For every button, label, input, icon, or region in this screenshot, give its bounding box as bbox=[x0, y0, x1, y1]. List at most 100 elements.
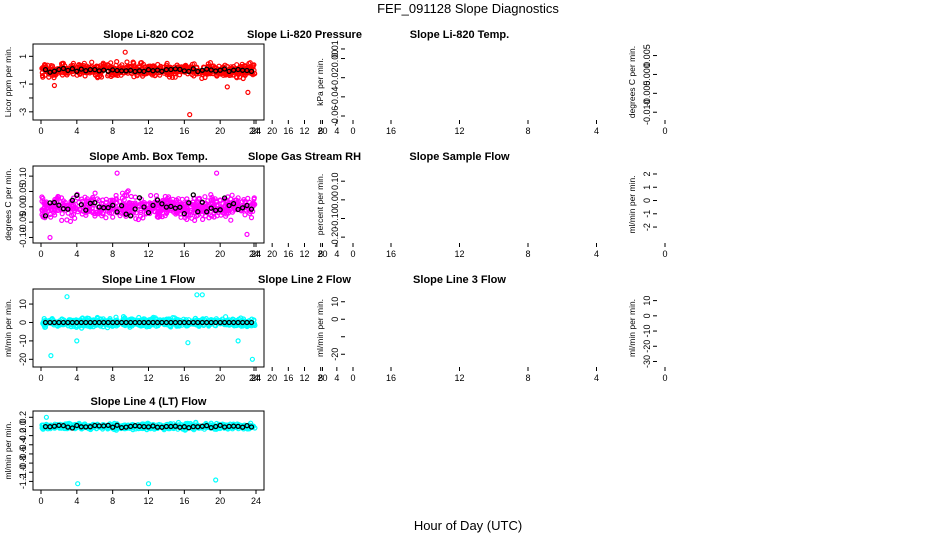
data-point bbox=[612, 202, 616, 206]
data-point bbox=[560, 68, 564, 72]
data-point bbox=[554, 199, 558, 203]
data-point bbox=[269, 195, 273, 199]
data-point bbox=[307, 65, 311, 69]
data-point bbox=[348, 319, 352, 323]
data-point bbox=[414, 78, 418, 82]
data-point bbox=[384, 73, 388, 77]
data-point bbox=[340, 203, 344, 207]
data-point bbox=[408, 74, 412, 78]
data-point bbox=[565, 201, 569, 205]
data-point bbox=[608, 81, 612, 85]
data-point bbox=[303, 72, 307, 76]
panel-title: Slope Amb. Box Temp. bbox=[89, 151, 208, 163]
data-point bbox=[302, 190, 306, 194]
data-point bbox=[311, 206, 315, 210]
data-point bbox=[290, 202, 294, 206]
data-point bbox=[410, 71, 414, 75]
data-point bbox=[296, 195, 300, 199]
mean-point bbox=[341, 193, 345, 197]
data-point bbox=[525, 196, 529, 200]
data-point bbox=[288, 62, 292, 66]
data-point bbox=[273, 62, 277, 66]
data-point bbox=[478, 71, 482, 75]
data-point bbox=[425, 192, 429, 196]
data-point bbox=[409, 193, 413, 197]
data-point bbox=[284, 58, 288, 62]
data-point bbox=[279, 203, 283, 207]
data-point bbox=[255, 55, 259, 59]
data-point bbox=[324, 74, 328, 78]
x-tick-label: 12 bbox=[454, 126, 464, 136]
data-point bbox=[125, 60, 129, 64]
data-point bbox=[494, 71, 498, 75]
data-point bbox=[577, 197, 581, 201]
data-point bbox=[266, 78, 270, 82]
data-point bbox=[490, 83, 494, 87]
data-point bbox=[395, 79, 399, 83]
data-point bbox=[385, 67, 389, 71]
data-point bbox=[384, 205, 388, 209]
data-point bbox=[652, 196, 656, 200]
data-point bbox=[352, 198, 356, 202]
mean-point bbox=[423, 198, 427, 202]
data-point bbox=[284, 56, 288, 60]
mean-point bbox=[75, 193, 79, 197]
data-point bbox=[362, 71, 366, 75]
data-point bbox=[391, 198, 395, 202]
data-point bbox=[258, 199, 262, 203]
data-point bbox=[465, 84, 469, 88]
data-point bbox=[297, 200, 301, 204]
data-point bbox=[304, 65, 308, 69]
data-point bbox=[355, 202, 359, 206]
data-point bbox=[528, 79, 532, 83]
data-point bbox=[265, 193, 269, 197]
data-point bbox=[300, 201, 304, 205]
data-point bbox=[274, 54, 278, 58]
data-point bbox=[289, 196, 293, 200]
data-point bbox=[540, 75, 544, 79]
data-point bbox=[351, 202, 355, 206]
data-point bbox=[366, 79, 370, 83]
data-point bbox=[295, 203, 299, 207]
mean-point bbox=[61, 207, 65, 211]
data-point bbox=[486, 200, 490, 204]
mean-point bbox=[284, 61, 288, 65]
data-point bbox=[267, 197, 271, 201]
data-point bbox=[301, 65, 305, 69]
data-point bbox=[267, 189, 271, 193]
data-point bbox=[482, 80, 486, 84]
data-point bbox=[590, 81, 594, 85]
data-point bbox=[345, 205, 349, 209]
data-point bbox=[596, 80, 600, 84]
data-point bbox=[401, 193, 405, 197]
data-point bbox=[349, 203, 353, 207]
data-point bbox=[489, 82, 493, 86]
data-point bbox=[512, 78, 516, 82]
mean-point bbox=[595, 75, 599, 79]
data-point bbox=[400, 194, 404, 198]
mean-point bbox=[305, 198, 309, 202]
data-point bbox=[491, 196, 495, 200]
data-point bbox=[283, 205, 287, 209]
data-point bbox=[282, 57, 286, 61]
mean-point bbox=[569, 74, 573, 78]
data-point bbox=[308, 202, 312, 206]
data-point bbox=[284, 61, 288, 65]
data-point bbox=[267, 66, 271, 70]
x-tick-label: 12 bbox=[143, 373, 153, 383]
outlier-point bbox=[48, 236, 52, 240]
data-point bbox=[298, 203, 302, 207]
mean-point bbox=[372, 75, 376, 79]
data-point bbox=[560, 77, 564, 81]
mean-point bbox=[398, 74, 402, 78]
data-point bbox=[344, 61, 348, 65]
data-point bbox=[352, 80, 356, 84]
data-point bbox=[574, 204, 578, 208]
data-point bbox=[301, 206, 305, 210]
data-point bbox=[258, 196, 262, 200]
data-point bbox=[292, 198, 296, 202]
data-point bbox=[598, 80, 602, 84]
data-point bbox=[280, 196, 284, 200]
data-point bbox=[273, 192, 277, 196]
data-point bbox=[498, 203, 502, 207]
